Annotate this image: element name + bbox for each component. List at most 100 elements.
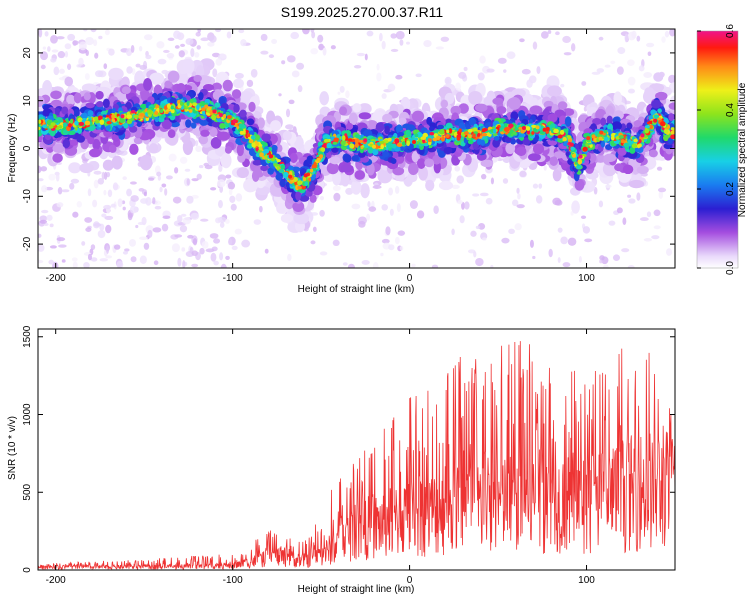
spectrogram-cell (210, 136, 222, 149)
spectrogram-cell (260, 33, 268, 42)
spectrogram-cell (372, 261, 379, 268)
spectrogram-cell (658, 190, 664, 199)
spectrogram-cell (156, 171, 162, 177)
spectrogram-cell (310, 240, 316, 245)
spectrogram-cell (443, 146, 453, 155)
spectrogram-cell (220, 153, 232, 169)
spectrogram-cell (130, 45, 135, 53)
spectrogram-cell (218, 200, 223, 209)
spectrogram-cell (646, 211, 652, 218)
spectrogram-cell (57, 186, 63, 195)
spectrogram-cell (638, 65, 645, 72)
spectrogram-cell (622, 217, 627, 226)
spectrogram-cell (475, 257, 484, 267)
spectrogram-cell (139, 64, 148, 70)
spectrogram-cell (69, 139, 79, 146)
spectrogram-cell (187, 234, 194, 239)
spectrogram-cell (553, 151, 566, 159)
spectrogram-cell (46, 214, 53, 221)
spectrogram-cell (291, 70, 300, 78)
spectrogram-cell (269, 120, 282, 132)
spectrogram-cell (281, 60, 286, 65)
spectrogram-cell (310, 48, 319, 55)
spectrogram-cell (230, 203, 237, 211)
spectrogram-cell (50, 57, 57, 63)
spectrogram-cell (381, 238, 390, 244)
spectrogram-cell (352, 103, 362, 113)
spectrogram-cell (399, 246, 404, 251)
spectrogram-cell (480, 159, 494, 168)
spectrogram-cell (521, 68, 531, 75)
spectrogram-cell (38, 29, 43, 38)
spectrogram-cell (351, 203, 361, 210)
spectrogram-cell (646, 42, 655, 48)
spectrogram-cell (423, 39, 432, 48)
spectrogram-cell (53, 66, 60, 76)
spectrogram-cell (162, 215, 171, 220)
spectrogram-cell (178, 50, 185, 58)
spectrogram-cell (379, 32, 383, 42)
spectrogram-cell (112, 182, 119, 191)
spectrogram-cell (68, 162, 82, 174)
spectrogram-cell (73, 109, 80, 118)
spectrogram-cell (61, 106, 69, 115)
spectrogram-cell (552, 197, 562, 206)
spectrogram-cell (408, 162, 419, 176)
spectrogram-cell (108, 144, 117, 153)
spectrogram-cell (296, 62, 305, 70)
spectrogram-cell (547, 29, 552, 34)
spectrogram-cell (486, 68, 495, 73)
spectrogram-cell (376, 63, 380, 71)
spectrogram-cell (52, 153, 63, 163)
spectrogram-cell (181, 247, 186, 252)
spectrogram-cell (319, 196, 325, 201)
spectrogram-cell (560, 83, 565, 88)
spectrogram-cell (205, 248, 215, 253)
spectrogram-cell (332, 185, 341, 191)
spectrogram-cell (94, 70, 104, 78)
spectrogram-cell (342, 262, 348, 266)
spectrogram-cell (40, 166, 48, 172)
spectrogram-cell (95, 90, 104, 100)
spectrogram-cell (104, 215, 114, 220)
spectrogram-cell (102, 98, 110, 109)
spectrogram-cell (129, 181, 137, 185)
spectrogram-cell (93, 39, 98, 47)
spectrogram-cell (392, 166, 405, 176)
spectrogram-cell (97, 229, 106, 239)
spectrogram-cell (610, 60, 616, 65)
spectrogram-cell (599, 259, 603, 264)
spectrogram-cell (376, 72, 382, 82)
spectrogram-cell (66, 94, 76, 106)
spectrogram-cell (497, 57, 507, 64)
spectrogram-cell (211, 82, 222, 92)
spectrogram-cell (148, 177, 155, 181)
spectrogram-cell (41, 209, 49, 214)
spectrogram-cell (98, 35, 103, 40)
spectrogram-cell (110, 203, 116, 208)
spectrogram-cell (83, 261, 90, 268)
spectrogram-cell (219, 185, 224, 193)
spectrogram-cell (260, 165, 269, 172)
spectrogram-cell (38, 244, 45, 252)
spectrogram-cell (38, 259, 44, 264)
spectrogram-cell (236, 167, 249, 179)
spectrogram-cell (381, 204, 388, 211)
spectrogram-cell (107, 189, 113, 198)
spectrogram-cell (409, 200, 418, 209)
spectrogram-cell (85, 227, 92, 233)
spectrogram-cell (190, 122, 197, 129)
spectrogram-cell (454, 165, 461, 172)
spectrogram-cell (71, 257, 78, 262)
spectrogram-cell (582, 226, 591, 234)
spectrogram-cell (381, 93, 387, 99)
spectrogram-cell (130, 256, 137, 263)
spectrogram-cell (288, 99, 295, 105)
spectrogram-cell (126, 188, 132, 197)
spectrogram-cell (458, 122, 466, 130)
spectrogram-cell (580, 215, 587, 219)
spectrogram-cell (592, 118, 602, 125)
spectrogram-cell (113, 244, 121, 250)
spectrogram-cell (329, 156, 341, 165)
spectrogram-cell (51, 49, 59, 53)
